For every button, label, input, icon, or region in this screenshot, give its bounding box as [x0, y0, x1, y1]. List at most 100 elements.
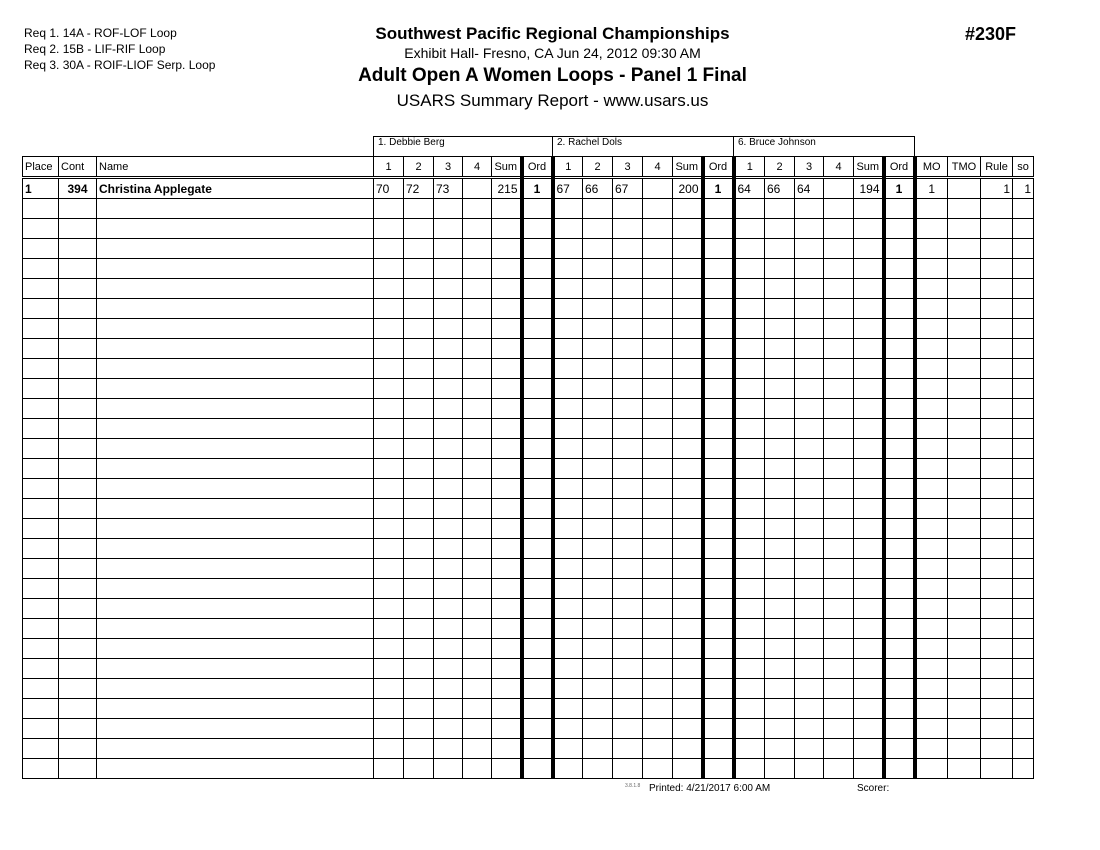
empty-cell [881, 358, 917, 379]
empty-cell [582, 258, 613, 279]
empty-cell [642, 578, 673, 599]
empty-cell [1012, 338, 1034, 359]
empty-cell [947, 418, 981, 439]
empty-cell [58, 358, 97, 379]
empty-cell [853, 518, 884, 539]
empty-cell [947, 278, 981, 299]
empty-cell [58, 198, 97, 219]
empty-cell [433, 718, 463, 739]
empty-cell [672, 678, 703, 699]
empty-cell [980, 398, 1013, 419]
empty-cell [462, 238, 492, 259]
empty-cell [96, 198, 374, 219]
empty-cell [881, 598, 917, 619]
empty-cell [403, 618, 434, 639]
empty-cell [733, 738, 765, 759]
empty-cell [672, 378, 703, 399]
empty-cell [96, 598, 374, 619]
empty-cell [612, 638, 643, 659]
requirements-list: Req 1. 14A - ROF-LOF Loop Req 2. 15B - L… [24, 25, 215, 73]
judge-score: 1 [519, 177, 555, 199]
empty-cell [582, 298, 613, 319]
empty-cell [22, 758, 59, 779]
empty-cell [462, 598, 492, 619]
empty-row [22, 258, 1034, 279]
empty-cell [462, 278, 492, 299]
empty-cell [433, 658, 463, 679]
judge-score: 72 [403, 177, 434, 199]
empty-row [22, 418, 1034, 439]
empty-cell [672, 658, 703, 679]
empty-cell [1012, 298, 1034, 319]
empty-cell [582, 638, 613, 659]
empty-cell [914, 598, 948, 619]
empty-cell [823, 338, 854, 359]
empty-cell [612, 278, 643, 299]
empty-cell [914, 458, 948, 479]
empty-cell [462, 758, 492, 779]
judge-score: 200 [672, 177, 703, 199]
empty-cell [700, 598, 736, 619]
empty-cell [552, 318, 583, 339]
empty-cell [22, 438, 59, 459]
empty-cell [22, 518, 59, 539]
empty-cell [462, 498, 492, 519]
empty-cell [519, 478, 555, 499]
empty-cell [947, 438, 981, 459]
empty-cell [373, 678, 404, 699]
empty-cell [96, 218, 374, 239]
empty-cell [462, 698, 492, 719]
empty-cell [914, 278, 948, 299]
empty-cell [700, 758, 736, 779]
header-name: Name [96, 156, 374, 179]
empty-cell [823, 558, 854, 579]
empty-cell [853, 398, 884, 419]
judge-name: 2. Rachel Dols [552, 136, 734, 157]
empty-cell [22, 398, 59, 419]
empty-cell [612, 598, 643, 619]
empty-cell [823, 598, 854, 619]
empty-cell [582, 518, 613, 539]
empty-cell [58, 378, 97, 399]
empty-cell [980, 498, 1013, 519]
empty-cell [612, 378, 643, 399]
empty-cell [764, 558, 795, 579]
empty-cell [1012, 218, 1034, 239]
empty-cell [491, 538, 522, 559]
column-header-row: Place Cont Name 1 2 3 4 Sum Ord 1 2 3 4 Sum Ord 1 2 3 4 Sum… [22, 156, 1034, 179]
empty-cell [642, 218, 673, 239]
empty-cell [733, 318, 765, 339]
empty-cell [58, 738, 97, 759]
empty-cell [462, 258, 492, 279]
empty-cell [764, 278, 795, 299]
empty-cell [794, 558, 824, 579]
judge-name: 6. Bruce Johnson [733, 136, 915, 157]
empty-cell [914, 698, 948, 719]
empty-cell [433, 538, 463, 559]
empty-cell [519, 258, 555, 279]
empty-cell [672, 538, 703, 559]
empty-cell [1012, 598, 1034, 619]
empty-cell [980, 318, 1013, 339]
empty-cell [373, 478, 404, 499]
empty-cell [22, 718, 59, 739]
empty-cell [433, 518, 463, 539]
empty-cell [612, 718, 643, 739]
empty-cell [58, 718, 97, 739]
empty-cell [914, 478, 948, 499]
empty-cell [96, 578, 374, 599]
empty-cell [700, 718, 736, 739]
judge-score: 64 [794, 177, 824, 199]
empty-cell [642, 438, 673, 459]
empty-cell [58, 598, 97, 619]
empty-cell [552, 598, 583, 619]
empty-cell [980, 718, 1013, 739]
tmo [947, 177, 981, 199]
empty-cell [519, 498, 555, 519]
empty-cell [642, 598, 673, 619]
empty-cell [764, 458, 795, 479]
empty-cell [947, 238, 981, 259]
empty-cell [519, 438, 555, 459]
empty-cell [403, 698, 434, 719]
empty-cell [1012, 478, 1034, 499]
